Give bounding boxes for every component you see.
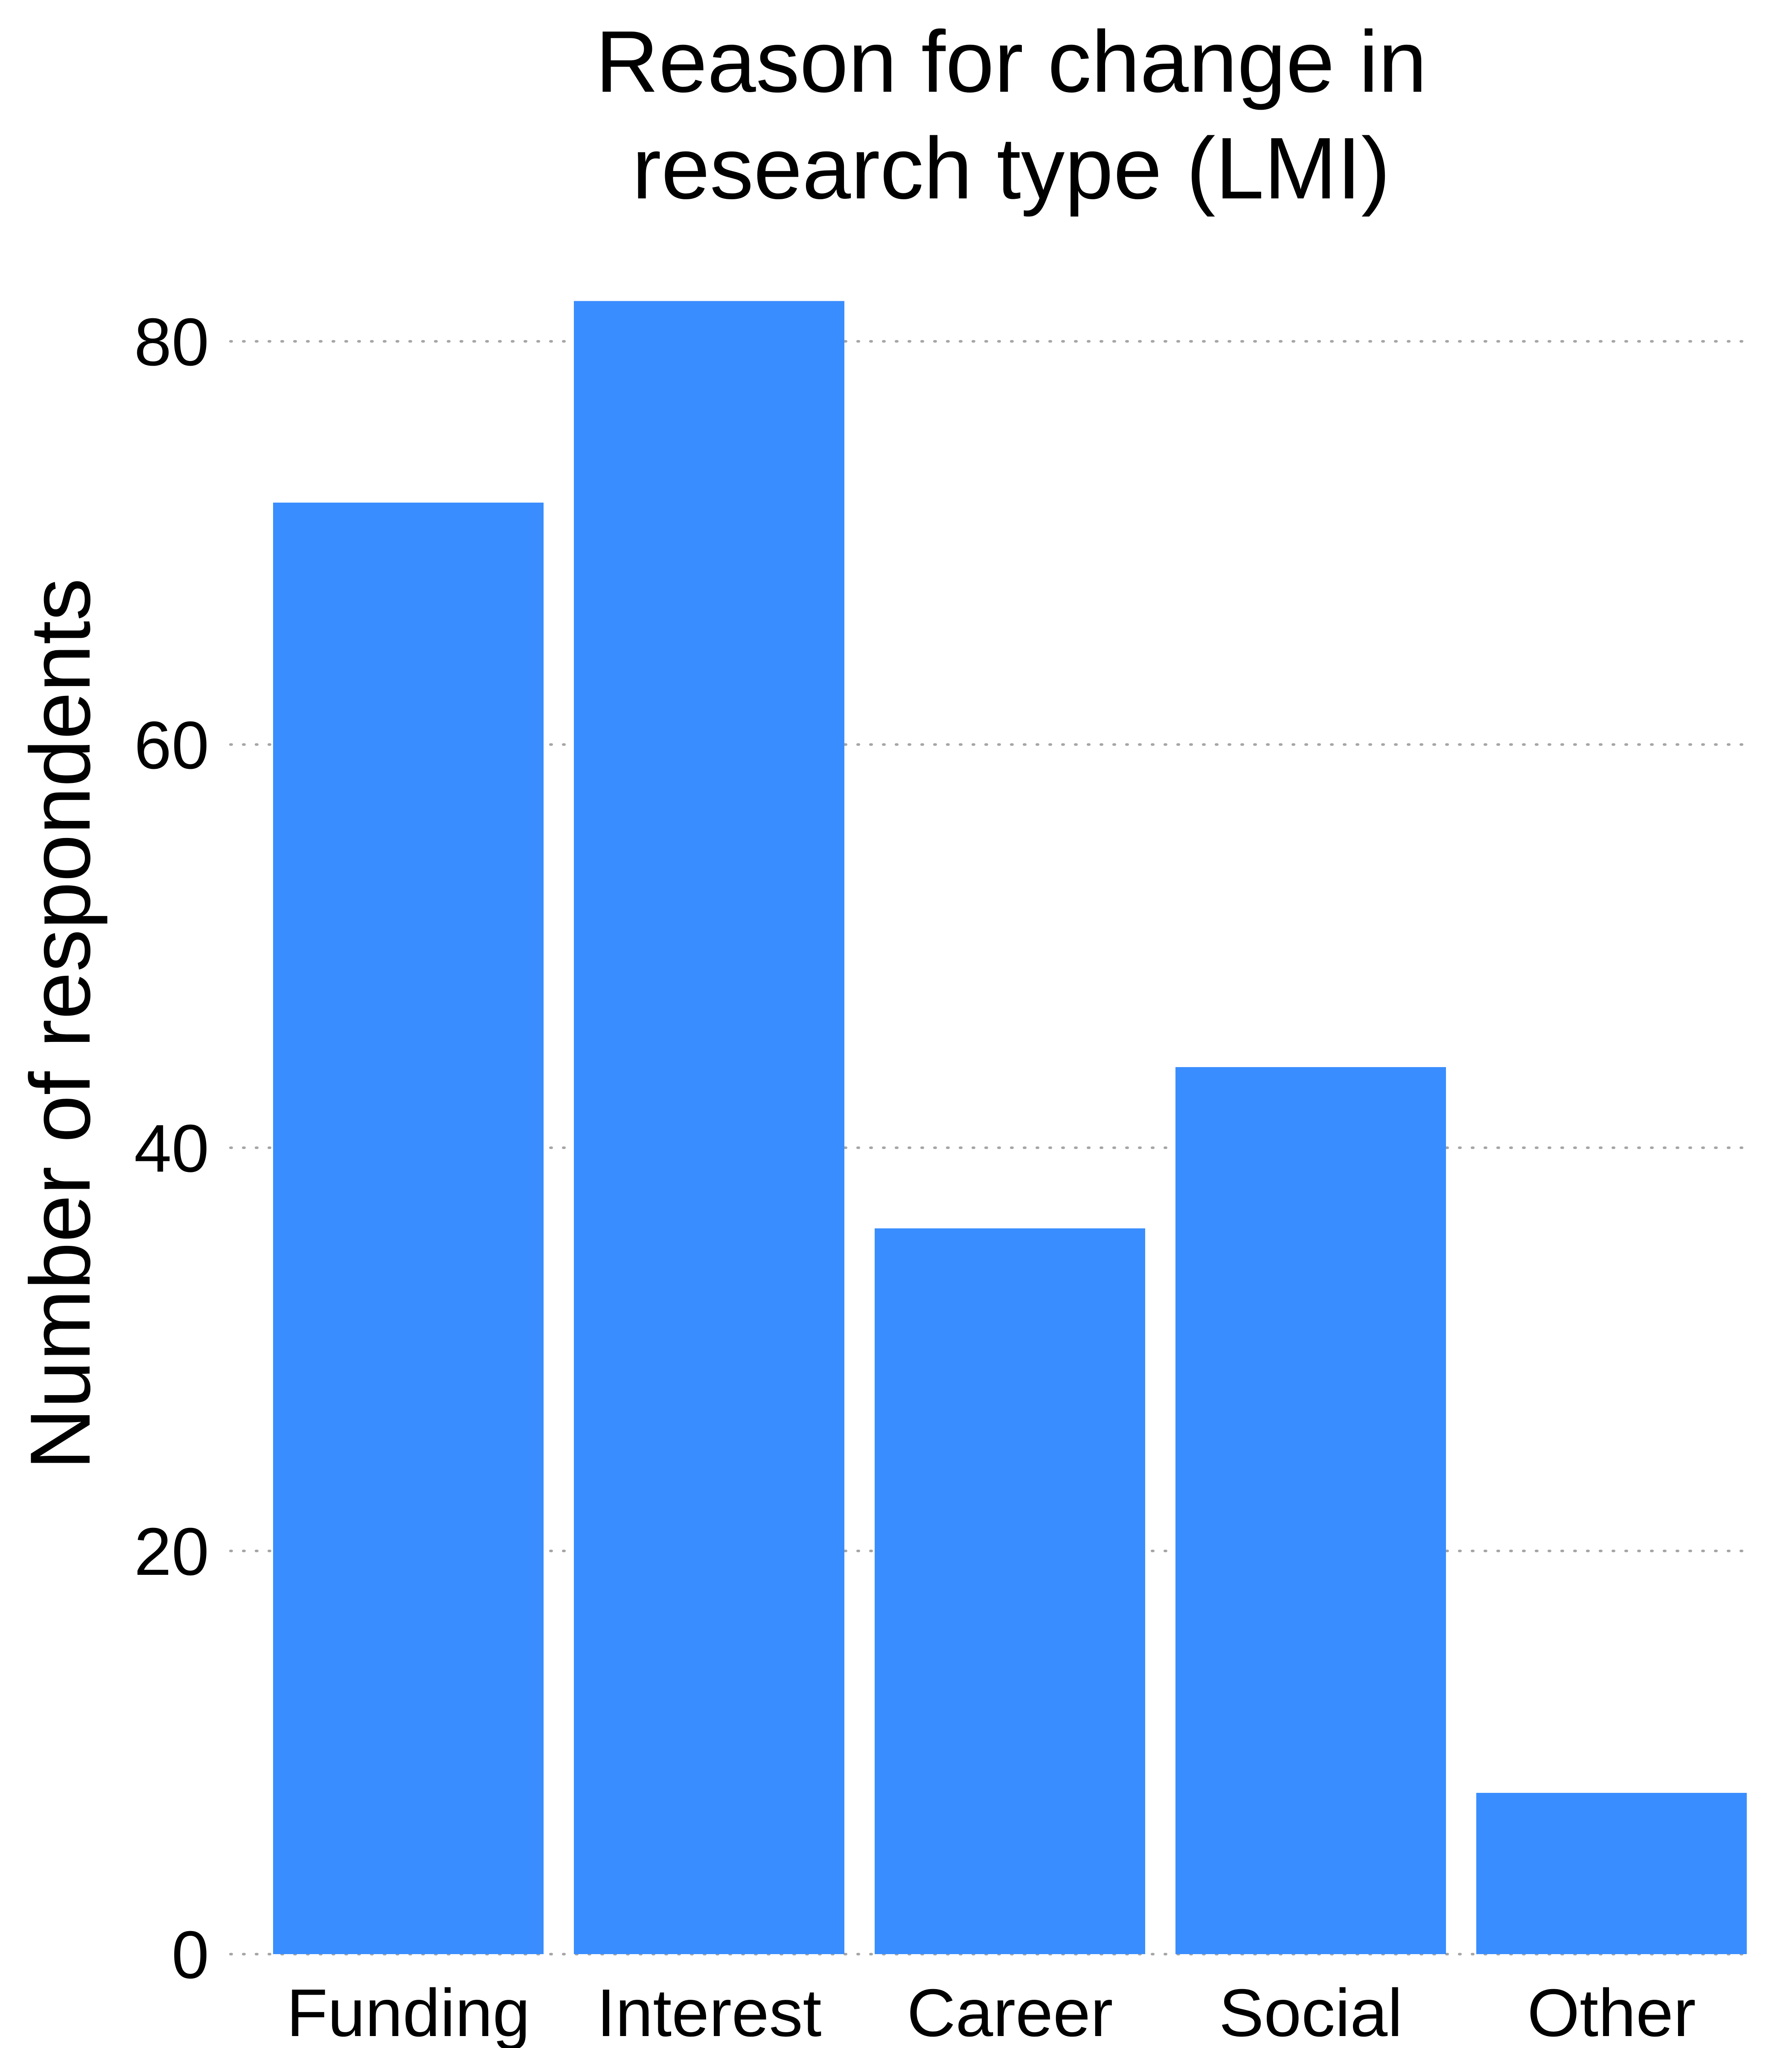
x-tick-label-funding: Funding	[287, 1975, 530, 2048]
bars	[273, 301, 1747, 1954]
chart-title-line-2: research type (LMI)	[632, 119, 1390, 217]
x-tick-label-interest: Interest	[597, 1975, 822, 2048]
y-axis-label: Number of respondents	[13, 578, 108, 1470]
x-tick-label-other: Other	[1527, 1975, 1696, 2048]
x-tick-label-social: Social	[1219, 1975, 1402, 2048]
y-tick-label: 60	[134, 708, 209, 783]
bar-career	[875, 1228, 1145, 1954]
bar-social	[1175, 1067, 1446, 1954]
x-tick-label-career: Career	[907, 1975, 1113, 2048]
y-axis-ticks: 0 20 40 60 80	[134, 305, 209, 1993]
y-tick-label: 40	[134, 1111, 209, 1186]
bar-interest	[574, 301, 844, 1954]
bar-other	[1476, 1793, 1747, 1954]
y-tick-label: 20	[134, 1514, 209, 1589]
x-axis-ticks: Funding Interest Career Social Other	[287, 1975, 1696, 2048]
y-tick-label: 80	[134, 305, 209, 380]
bar-funding	[273, 503, 544, 1954]
chart-title-line-1: Reason for change in	[596, 13, 1427, 111]
y-tick-label: 0	[172, 1917, 209, 1993]
